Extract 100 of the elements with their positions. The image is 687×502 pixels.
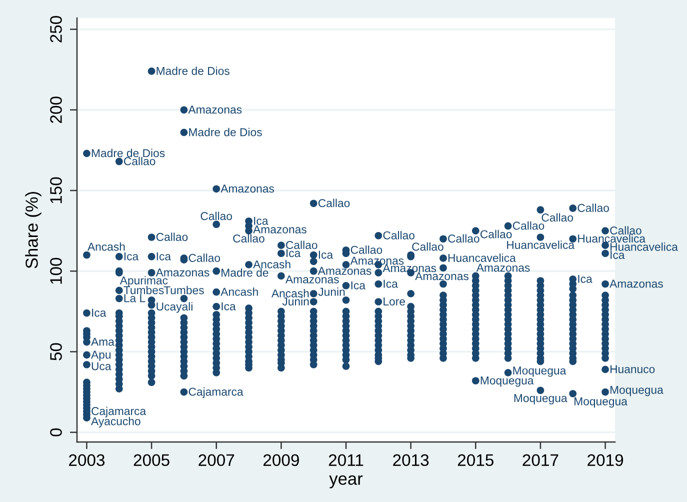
point	[310, 251, 318, 259]
data-label: La L	[124, 294, 146, 302]
data-label: Callao	[578, 204, 609, 212]
point	[212, 288, 220, 296]
point	[180, 372, 188, 380]
point	[602, 388, 609, 396]
y-tick-label: 250	[50, 16, 62, 42]
data-label: Amazonas	[220, 184, 274, 193]
data-label: Lore	[384, 298, 405, 306]
point	[278, 242, 285, 249]
point	[310, 200, 318, 208]
data-label: Amazonas	[188, 106, 242, 114]
data-label: Amazonas	[476, 264, 530, 272]
data-label: Apurimac	[120, 276, 168, 287]
point	[83, 351, 90, 359]
point	[278, 250, 285, 258]
point	[83, 150, 90, 158]
data-label: Tumbes	[164, 286, 204, 294]
data-label: Ica	[351, 281, 366, 290]
point	[148, 269, 156, 276]
data-label: Ica	[384, 280, 398, 288]
data-label: Ica	[286, 249, 301, 258]
point	[115, 252, 123, 260]
data-label: Callao	[188, 254, 220, 262]
data-label: Amazonas	[253, 225, 306, 234]
point	[115, 286, 123, 294]
data-label: Ica	[318, 250, 334, 259]
point	[602, 250, 609, 258]
data-label: Callao	[156, 232, 188, 241]
data-label: Ayacucho	[91, 416, 140, 428]
data-label: Ancash	[253, 260, 290, 268]
data-label: Amazonas	[415, 272, 468, 280]
point	[569, 390, 577, 398]
point	[148, 252, 156, 260]
data-label: Ica	[254, 216, 268, 225]
data-label: Ucayali	[156, 302, 192, 313]
data-label: Ica	[92, 308, 106, 317]
x-tick-label: 2013	[393, 454, 429, 466]
data-label: Callao	[512, 221, 544, 230]
y-tick-label: 150	[50, 177, 62, 204]
data-label: Callao	[542, 213, 573, 222]
y-axis-title: Share (%)	[25, 192, 42, 268]
point	[602, 280, 609, 288]
data-label: Moquegua	[480, 376, 534, 387]
point	[504, 222, 512, 230]
point	[472, 377, 480, 384]
point	[440, 280, 447, 288]
x-tick-label: 2009	[263, 454, 299, 466]
y-tick-label: 200	[50, 96, 62, 123]
point	[602, 366, 609, 374]
data-label: Ica	[124, 252, 139, 260]
point	[83, 251, 90, 259]
data-label: Amazonas	[382, 264, 436, 272]
point	[278, 272, 285, 280]
point	[536, 234, 544, 241]
data-label: Moquegua	[574, 397, 628, 408]
data-label: Callao	[412, 242, 444, 251]
data-label: Callao	[124, 156, 156, 166]
point	[180, 388, 188, 396]
data-label: Callao	[480, 230, 512, 238]
point	[342, 356, 350, 364]
x-tick-label: 2003	[69, 454, 105, 466]
point	[148, 372, 156, 380]
x-tick-label: 2015	[458, 454, 494, 466]
point	[115, 158, 123, 166]
point	[407, 290, 414, 298]
x-tick-label: 2019	[588, 454, 624, 466]
data-label: Callao	[610, 226, 642, 235]
point	[180, 294, 188, 302]
point	[569, 285, 577, 293]
point	[245, 260, 252, 268]
point	[212, 302, 220, 310]
data-label: Junin	[282, 297, 309, 306]
point	[83, 309, 90, 317]
point	[180, 106, 188, 114]
data-label: Callao	[318, 198, 350, 208]
y-tick-label: 100	[50, 258, 62, 284]
data-label: Huancavelica	[507, 240, 575, 249]
data-label: Madre de Dios	[156, 66, 230, 75]
point	[180, 128, 188, 136]
point	[374, 280, 382, 288]
point	[115, 385, 123, 392]
point	[536, 206, 544, 214]
data-label: Huanuco	[610, 365, 655, 374]
x-axis-title: year	[329, 475, 363, 488]
data-label: Callao	[448, 234, 480, 243]
point	[212, 267, 220, 275]
x-tick-label: 2017	[522, 454, 558, 466]
point	[440, 254, 447, 262]
data-label: Amazonas	[318, 266, 372, 275]
data-label: Cajamarca	[92, 406, 146, 418]
data-label: Callao	[200, 212, 232, 220]
data-label: Callao	[233, 234, 264, 243]
data-label: Amazonas	[156, 268, 210, 276]
y-tick-label: 0	[50, 428, 62, 436]
point	[440, 264, 447, 272]
data-label: Tumbes	[124, 286, 164, 294]
point	[374, 269, 382, 276]
data-label: Madre de	[222, 268, 268, 277]
data-label: Huancavelica	[448, 254, 516, 262]
